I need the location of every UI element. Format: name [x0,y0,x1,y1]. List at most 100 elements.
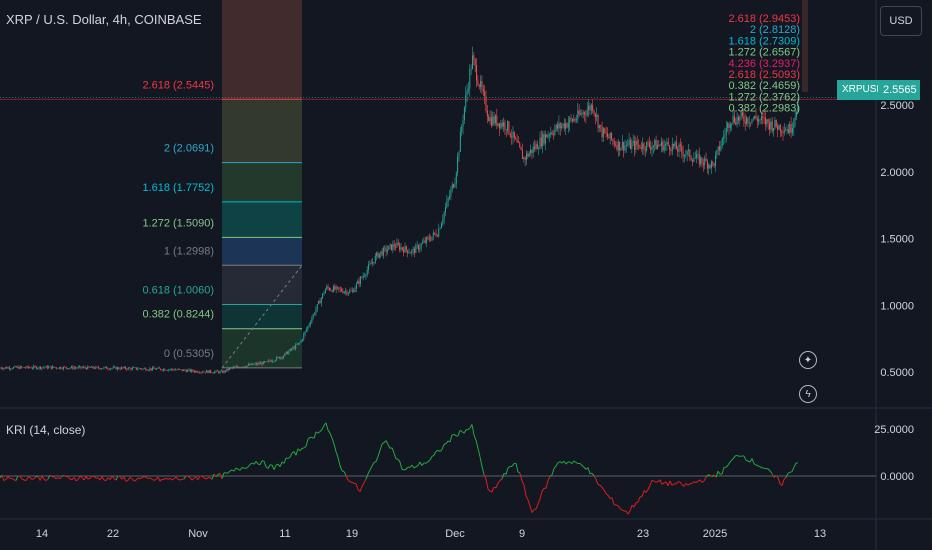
candle-body-376 [507,121,509,131]
candle-body-355 [478,85,480,88]
candle-body-220 [296,344,298,346]
kri-segment-225 [449,434,453,443]
kri-segment-124 [247,464,251,468]
candle-body-312 [420,243,422,248]
candle-body-513 [692,159,694,162]
candle-body-65 [87,366,89,370]
kri-segment-274 [547,476,551,481]
candle-body-54 [72,366,74,369]
candle-body-550 [742,112,743,116]
kri-segment-59 [117,475,121,478]
candle-body-378 [509,133,511,137]
kri-segment-283 [565,461,569,465]
candle-body-563 [759,119,761,121]
candle-body-188 [253,364,255,365]
candle-body-36 [48,366,50,369]
kri-segment-214 [427,459,431,463]
candle-body-508 [685,154,687,156]
candle-body-299 [403,249,405,253]
candle-body-106 [142,368,144,370]
kri-segment-44 [87,477,91,480]
candle-body-3 [3,368,5,369]
kri-segment-1 [1,474,5,481]
kri-segment-182 [363,478,367,484]
candle-body-541 [729,124,731,128]
candle-body-19 [25,367,27,369]
lightning-icon[interactable]: ϟ [799,385,817,403]
kri-segment-253 [505,467,509,475]
candle-body-532 [717,146,719,151]
candle-body-265 [357,280,359,284]
candle-body-310 [418,245,419,250]
kri-segment-144 [287,456,291,459]
kri-segment-299 [597,484,601,486]
kri-segment-87 [173,476,177,480]
candle-body-483 [651,147,653,150]
fib-right-label-3: 1.272 (2.6567) [728,47,800,59]
kri-segment-161 [321,425,325,430]
kri-segment-71 [141,476,145,479]
candle-body-127 [170,368,172,370]
candle-body-288 [388,245,390,250]
kri-segment-206 [411,464,415,469]
candle-body-177 [238,367,240,368]
candle-body-462 [623,141,625,151]
candle-body-243 [327,286,329,289]
candle-body-147 [197,372,199,374]
candle-body-105 [141,368,143,370]
candle-body-337 [454,183,456,188]
candle-body-347 [467,88,469,91]
candle-body-239 [322,293,324,298]
candle-body-244 [328,288,330,291]
kri-segment-245 [489,490,493,493]
fib-right-label-8: 0.382 (2.2983) [728,103,800,115]
candle-body-52 [69,367,71,369]
kri-segment-364 [727,461,731,466]
kri-segment-266 [531,509,535,513]
candle-body-389 [524,157,526,160]
candle-body-23 [30,367,32,369]
kri-segment-126 [251,462,255,465]
candle-body-196 [264,361,266,363]
kri-segment-27 [53,476,57,480]
candle-body-393 [530,149,532,154]
kri-segment-96 [191,477,195,481]
kri-segment-163 [325,422,329,431]
kri-segment-254 [507,466,511,469]
candle-body-467 [629,140,631,149]
candle-body-149 [200,372,202,373]
candle-body-403 [543,133,545,144]
kri-segment-326 [651,479,655,482]
candle-body-22 [29,367,31,369]
candle-body-418 [563,123,565,129]
candle-body-451 [608,136,610,139]
candle-body-41 [54,367,56,369]
candle-body-30 [40,366,41,369]
candle-body-133 [179,369,181,370]
candle-body-514 [693,158,695,162]
candle-body-138 [185,370,187,372]
candle-body-370 [499,123,500,129]
candle-body-68 [91,366,93,368]
kri-segment-103 [205,477,209,480]
candle-body-565 [762,116,764,118]
kri-segment-313 [625,510,629,515]
compass-icon[interactable]: ✦ [799,351,817,369]
candle-body-395 [532,146,534,153]
candle-body-431 [581,113,583,115]
kri-segment-191 [381,442,385,445]
kri-segment-294 [587,467,591,474]
candle-body-442 [596,115,598,118]
time-tick-1: 22 [107,528,119,540]
kri-segment-318 [635,501,639,504]
candle-body-494 [666,141,668,145]
currency-button[interactable]: USD [880,6,922,36]
price-tick-3: 2.0000 [880,167,914,179]
candle-body-586 [790,123,792,133]
kri-segment-147 [293,451,297,456]
kri-segment-310 [619,508,623,511]
candle-body-18 [23,367,25,368]
candle-body-349 [470,68,472,70]
candle-body-164 [220,370,222,372]
